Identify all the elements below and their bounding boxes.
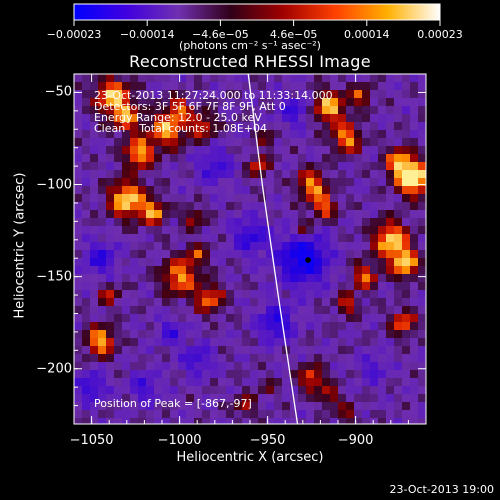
x-tick-label: −1000 [157, 433, 202, 448]
info-energy-range: Energy Range: 12.0 - 25.0 keV [94, 111, 262, 124]
info-clean-counts: Clean Total counts: 1.08E+04 [94, 122, 268, 135]
colorbar-tick-label: −0.00023 [46, 28, 102, 41]
colorbar-tick-label: 4.6e−05 [269, 28, 318, 41]
info-detectors: Detectors: 3F 5F 6F 7F 8F 9F, Att 0 [94, 100, 286, 113]
peak-position-label: Position of Peak = [-867,-97] [94, 397, 252, 410]
x-tick-label: −1050 [69, 433, 114, 448]
y-tick-label: −200 [36, 361, 72, 377]
colorbar [73, 3, 441, 21]
colorbar-ticks [73, 20, 441, 26]
y-tick-label: −100 [36, 177, 72, 193]
x-axis-label: Heliocentric X (arcsec) [176, 450, 324, 465]
axis-tick-marks [74, 74, 426, 424]
colorbar-tick-label: 0.00014 [344, 28, 390, 41]
x-tick-label: −900 [337, 433, 374, 448]
peak-marker [305, 257, 311, 263]
y-tick-label: −50 [44, 84, 72, 100]
y-axis-label: Heliocentric Y (arcsec) [12, 172, 28, 319]
chart-title: Reconstructed RHESSI Image [129, 52, 371, 71]
colorbar-tick-label: −0.00014 [119, 28, 175, 41]
colorbar-tick-label: −4.6e−05 [192, 28, 249, 41]
colorbar-tick-label: 0.00023 [417, 28, 463, 41]
heatmap-image [74, 74, 426, 424]
footer-timestamp: 23-Oct-2013 19:00 [389, 483, 494, 496]
x-tick-label: −950 [249, 433, 286, 448]
solar-limb-curve [247, 74, 299, 424]
info-time-range: 23-Oct-2013 11:27:24.000 to 11:33:14.000 [94, 89, 333, 102]
colorbar-unit-label: (photons cm⁻² s⁻¹ asec⁻²) [179, 39, 321, 52]
y-tick-label: −150 [36, 269, 72, 285]
